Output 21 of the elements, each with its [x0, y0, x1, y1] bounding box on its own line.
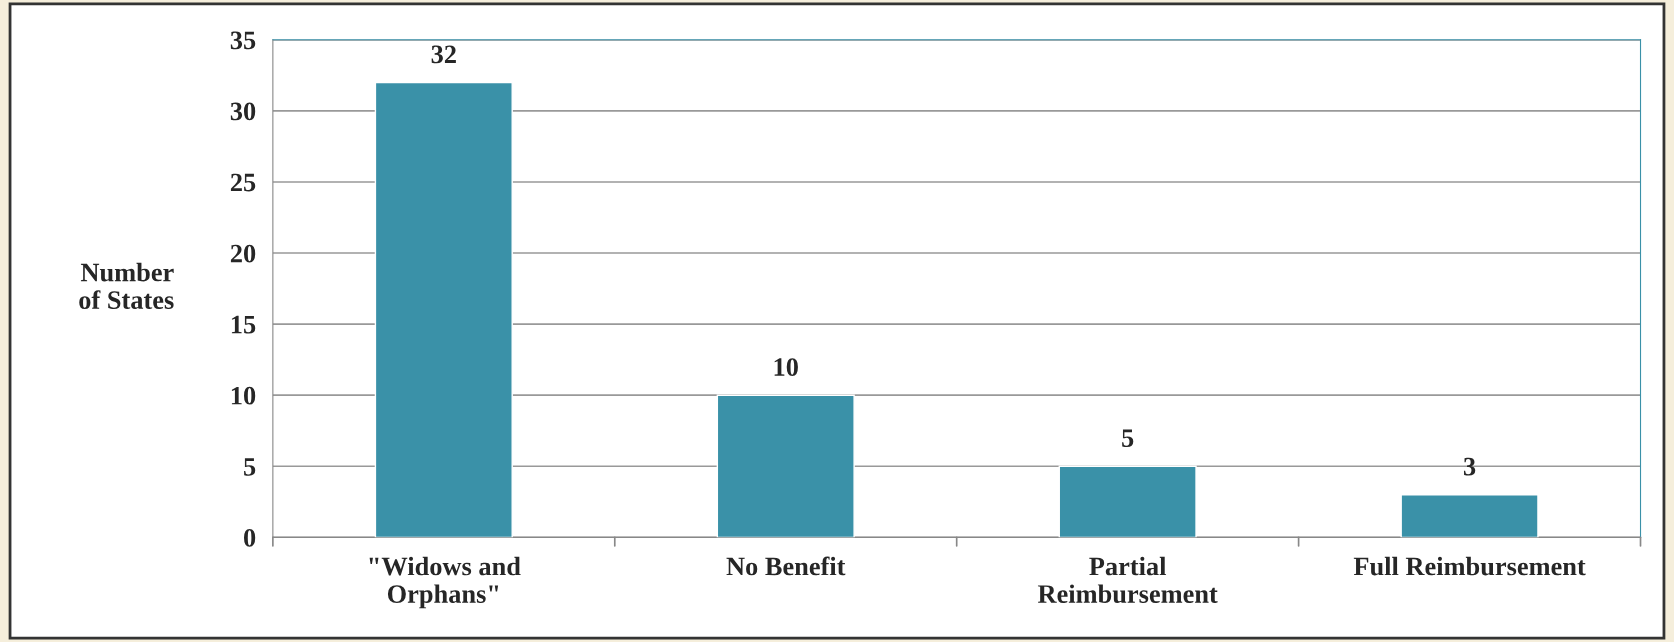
- x-tick-label: Full Reimbursement: [1353, 556, 1586, 576]
- data-label: 5: [1122, 429, 1134, 448]
- y-tick-label: 30: [230, 102, 256, 121]
- y-tick-label: 20: [230, 244, 256, 263]
- data-label: 10: [774, 358, 798, 376]
- y-tick-label: 15: [231, 315, 256, 334]
- y-tick-label: 25: [230, 173, 256, 192]
- data-label: 32: [431, 45, 456, 64]
- bar: [716, 394, 855, 538]
- x-tick-label: No Benefit: [726, 556, 846, 576]
- y-axis-title: Number of States: [79, 262, 174, 309]
- y-tick-label: 10: [231, 386, 256, 405]
- x-tick-label: "Widows and Orphans": [369, 556, 521, 609]
- bar: [374, 81, 513, 538]
- bar: [1058, 465, 1197, 538]
- data-label: 3: [1463, 457, 1476, 476]
- x-tick-label: Partial Reimbursement: [1037, 556, 1218, 604]
- y-tick-label: 35: [230, 31, 256, 50]
- y-tick-label: 5: [244, 458, 256, 476]
- bar: [1400, 494, 1539, 538]
- y-tick-label: 0: [244, 528, 256, 547]
